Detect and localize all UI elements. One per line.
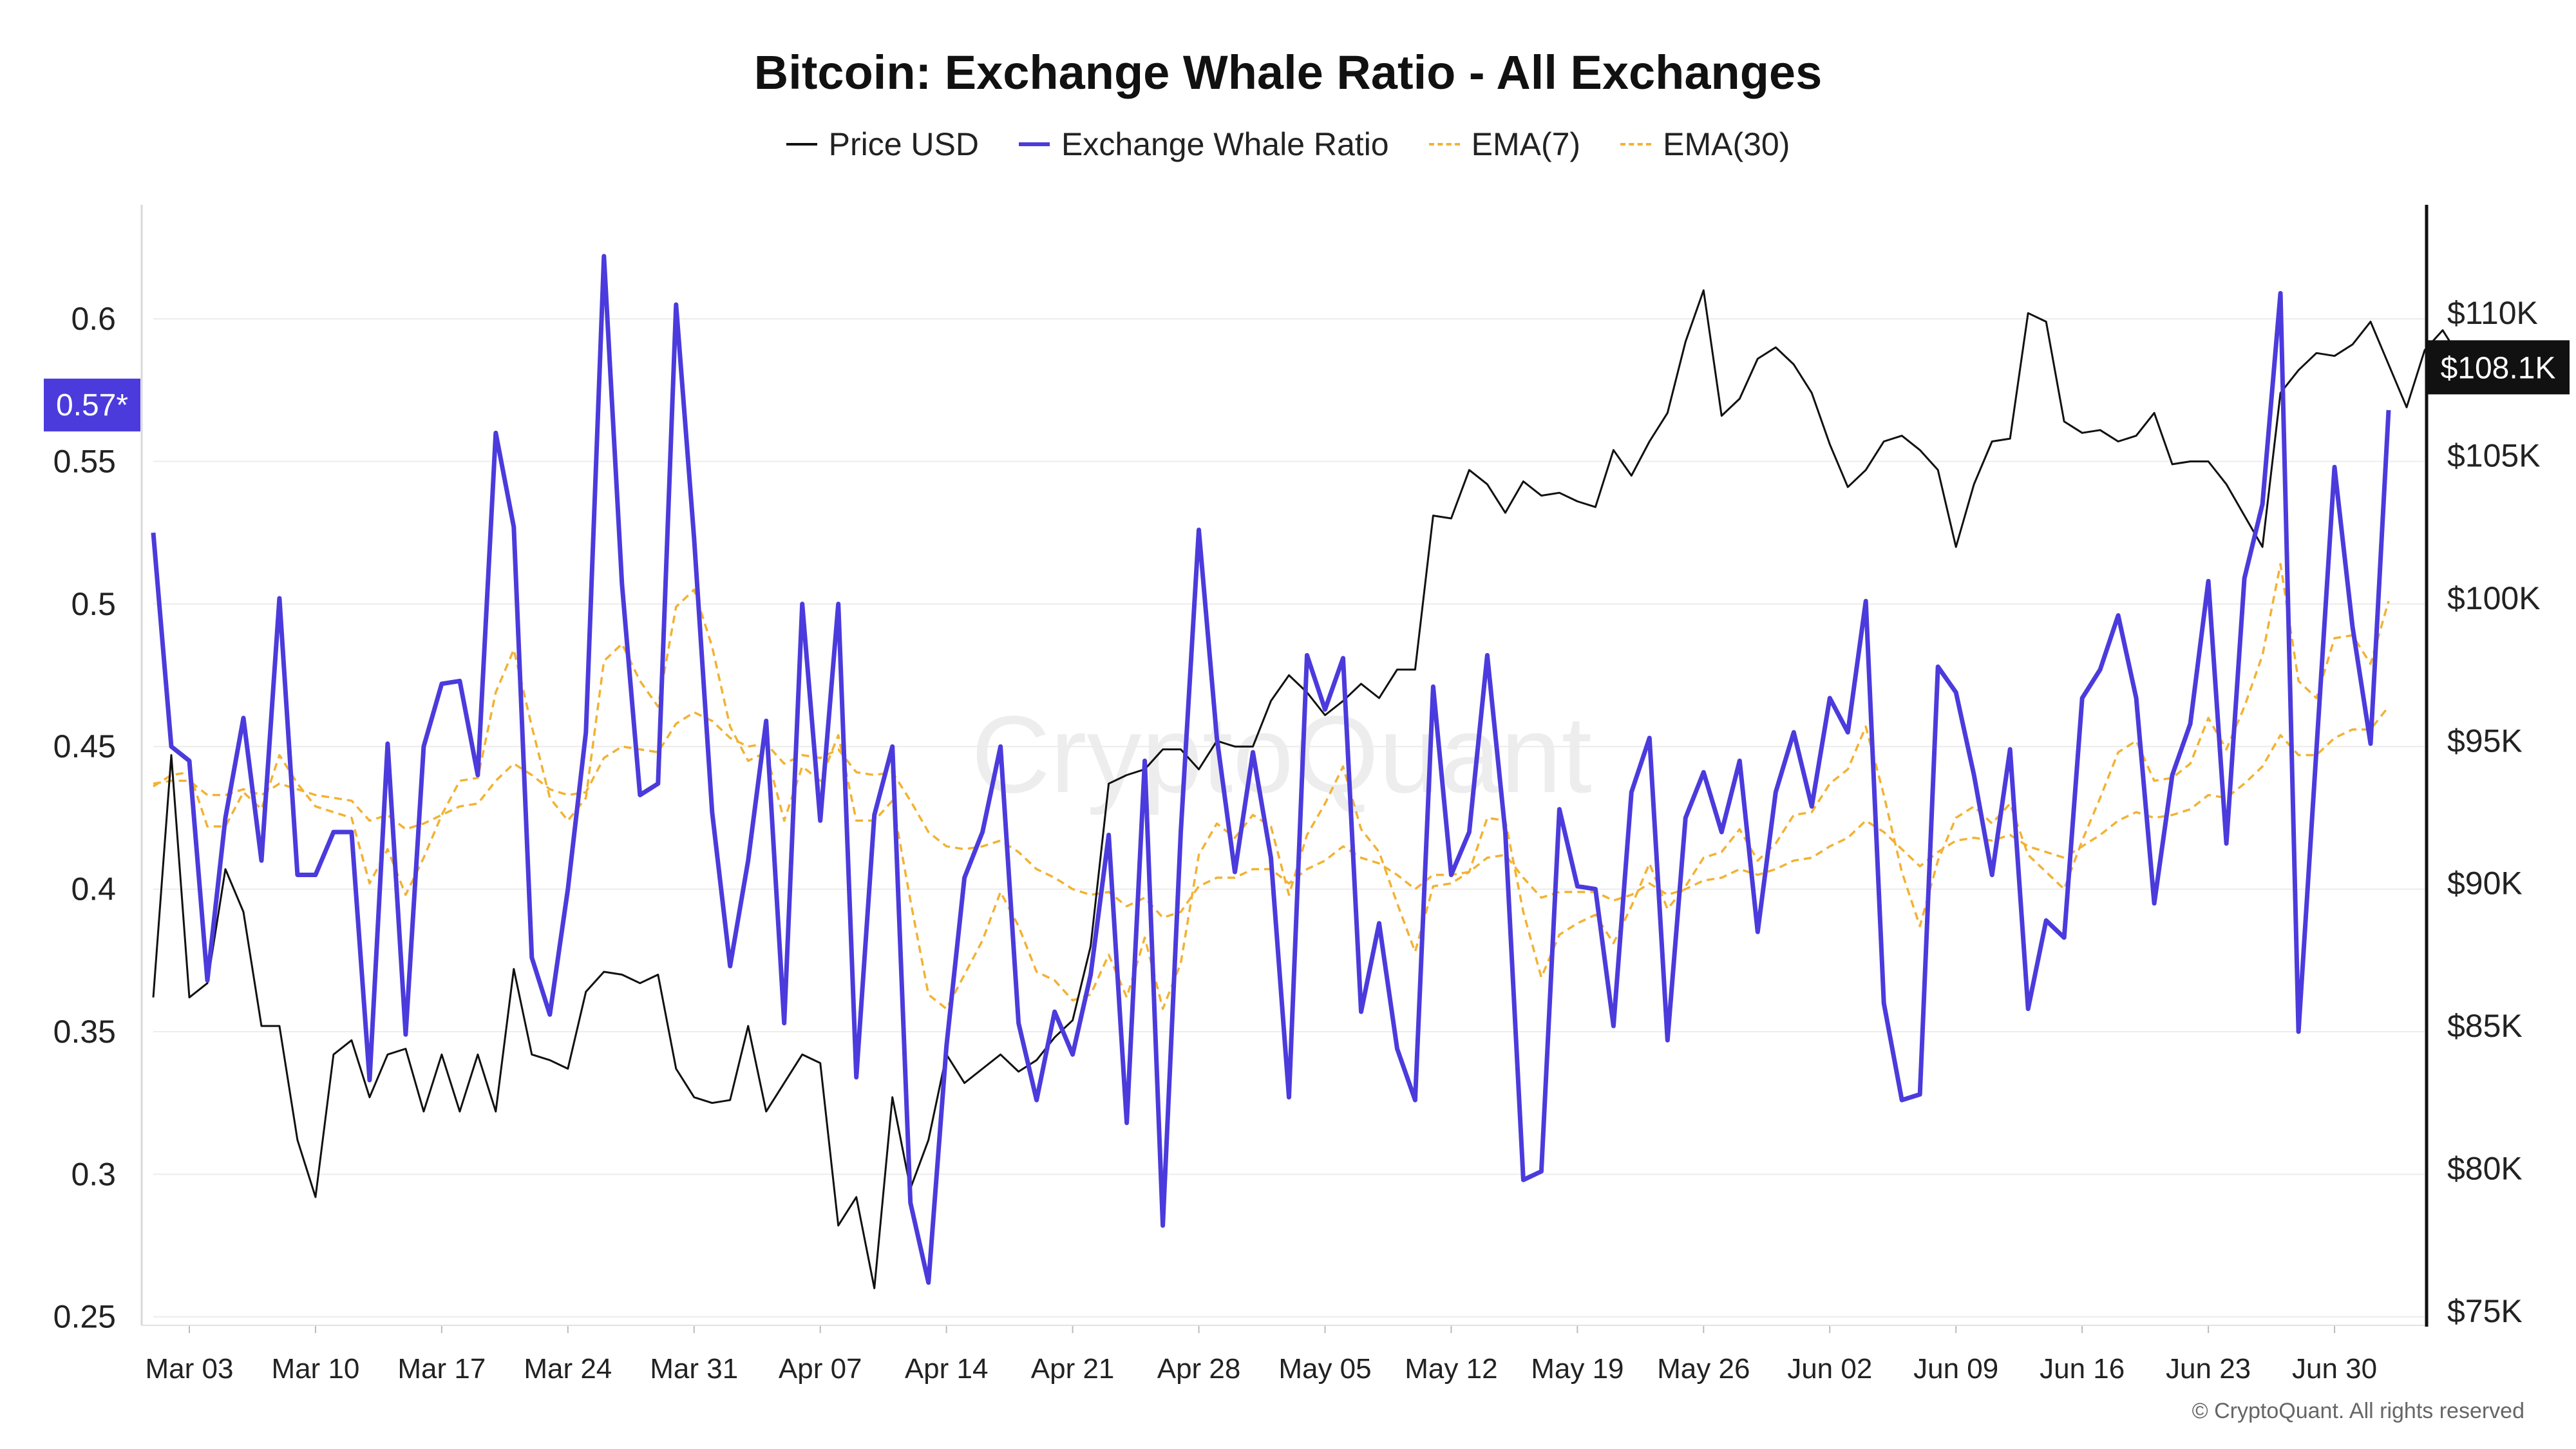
x-tick-label: Apr 21 [1031, 1353, 1115, 1385]
x-tick-label: Jun 23 [2166, 1353, 2251, 1385]
y-left-tick-label: 0.55 [53, 443, 116, 479]
x-tick-label: Jun 09 [1913, 1353, 1998, 1385]
legend-swatch-ema7 [1428, 143, 1460, 146]
x-tick-label: Mar 10 [271, 1353, 359, 1385]
legend-item-price[interactable]: Price USD [786, 126, 979, 163]
x-tick-label: Mar 03 [146, 1353, 234, 1385]
x-tick-label: Jun 30 [2292, 1353, 2377, 1385]
legend-label-whale-ratio: Exchange Whale Ratio [1061, 126, 1389, 162]
y-left-tick-label: 0.35 [53, 1014, 116, 1050]
y-left-tick-label: 0.4 [71, 871, 116, 907]
copyright-text: © CryptoQuant. All rights reserved [2192, 1399, 2524, 1423]
price-line[interactable] [152, 289, 2515, 1289]
y-right-tick-label: $95K [2447, 723, 2523, 759]
legend-item-ema7[interactable]: EMA(7) [1428, 126, 1581, 163]
y-right-tick-label: $100K [2447, 580, 2541, 616]
y-right-tick-label: $80K [2447, 1150, 2523, 1186]
x-tick-label: May 19 [1531, 1353, 1624, 1385]
x-tick-label: Mar 31 [650, 1353, 738, 1385]
legend-label-ema7: EMA(7) [1471, 126, 1581, 162]
y-right-tick-label: $85K [2447, 1008, 2523, 1044]
price-current-badge [2427, 340, 2570, 395]
y-left-tick-label: 0.5 [71, 586, 116, 622]
y-right-tick-label: $90K [2447, 866, 2523, 902]
legend-item-whale-ratio[interactable]: Exchange Whale Ratio [1019, 126, 1389, 163]
x-tick-label: Mar 24 [524, 1353, 612, 1385]
y-left-tick-label: 0.45 [53, 728, 116, 764]
legend-swatch-whale-ratio [1019, 142, 1050, 146]
legend-item-ema30[interactable]: EMA(30) [1620, 126, 1790, 163]
x-tick-label: Jun 02 [1787, 1353, 1872, 1385]
chart-title: Bitcoin: Exchange Whale Ratio - All Exch… [753, 46, 1823, 99]
whale-ratio-current-label: 0.57* [56, 388, 128, 422]
legend-label-price: Price USD [828, 126, 979, 162]
y-right-tick-label: $75K [2447, 1293, 2523, 1329]
x-tick-label: Apr 28 [1157, 1353, 1241, 1385]
x-tick-label: Mar 17 [397, 1353, 486, 1385]
x-tick-label: May 12 [1405, 1353, 1497, 1385]
x-tick-label: Apr 14 [905, 1353, 989, 1385]
legend-swatch-ema30 [1620, 143, 1652, 146]
grid-lines [153, 318, 2425, 1318]
x-tick-label: Jun 16 [2040, 1353, 2125, 1385]
x-tick-label: Apr 07 [779, 1353, 862, 1385]
watermark: CryptoQuant [971, 694, 1592, 816]
y-right-tick-label: $110K [2447, 295, 2538, 331]
whale-ratio-line[interactable] [151, 254, 2391, 1285]
y-left-tick-label: 0.3 [71, 1156, 116, 1192]
y-left-tick-label: 0.25 [53, 1299, 116, 1335]
y-right-tick-label: $105K [2447, 438, 2541, 474]
x-tick-label: May 26 [1657, 1353, 1750, 1385]
x-tick-label: May 05 [1278, 1353, 1371, 1385]
whale-ratio-current-badge [44, 378, 140, 431]
legend-swatch-price [786, 143, 817, 146]
price-current-label: $108.1K [2441, 351, 2556, 385]
chart-legend: Price USD Exchange Whale Ratio EMA(7) EM… [0, 126, 2576, 163]
legend-label-ema30: EMA(30) [1663, 126, 1790, 162]
value-badges: 0.57* $108.1K [44, 340, 2570, 431]
y-left-tick-label: 0.6 [71, 301, 116, 337]
series-lines [151, 254, 2515, 1289]
